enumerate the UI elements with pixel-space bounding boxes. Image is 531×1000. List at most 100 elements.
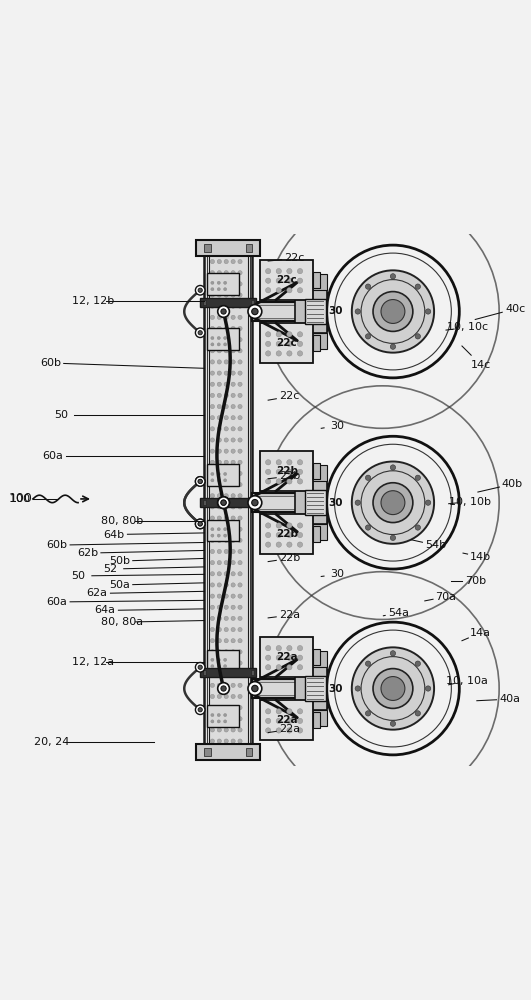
Circle shape [231, 694, 235, 699]
Circle shape [276, 278, 281, 283]
Circle shape [210, 349, 215, 353]
Circle shape [217, 460, 221, 464]
Bar [251, 670, 254, 675]
Circle shape [276, 532, 281, 538]
Circle shape [355, 309, 361, 314]
Circle shape [224, 658, 227, 661]
Circle shape [297, 645, 303, 651]
Bar [305, 676, 326, 701]
Circle shape [217, 594, 221, 598]
Circle shape [231, 650, 235, 654]
Circle shape [238, 338, 242, 342]
Text: 22a: 22a [279, 610, 300, 620]
Circle shape [224, 360, 228, 364]
Circle shape [231, 672, 235, 676]
Circle shape [217, 739, 221, 743]
Circle shape [224, 683, 228, 687]
Circle shape [390, 465, 396, 470]
Text: 100: 100 [8, 492, 32, 505]
Circle shape [217, 661, 221, 665]
Circle shape [238, 349, 242, 353]
Text: 22a: 22a [279, 724, 300, 734]
Circle shape [210, 527, 215, 531]
Circle shape [198, 522, 202, 526]
Circle shape [210, 672, 215, 676]
Circle shape [231, 683, 235, 687]
Circle shape [231, 349, 235, 353]
Circle shape [238, 639, 242, 643]
Circle shape [224, 416, 228, 420]
Bar [253, 496, 304, 509]
Circle shape [252, 685, 258, 692]
Circle shape [276, 268, 281, 274]
Circle shape [238, 717, 242, 721]
Circle shape [210, 282, 215, 286]
Circle shape [276, 728, 281, 733]
Circle shape [211, 534, 214, 537]
Circle shape [211, 288, 214, 291]
Circle shape [266, 728, 271, 733]
Circle shape [238, 728, 242, 732]
Circle shape [210, 561, 215, 565]
Circle shape [352, 647, 434, 730]
Circle shape [224, 639, 228, 643]
Circle shape [210, 639, 215, 643]
Text: 100: 100 [10, 494, 31, 504]
Circle shape [287, 341, 292, 347]
Circle shape [224, 482, 228, 487]
Circle shape [217, 281, 220, 284]
Circle shape [297, 655, 303, 660]
Bar [203, 300, 206, 305]
Circle shape [224, 594, 228, 598]
Bar [209, 244, 248, 756]
Bar [300, 669, 327, 708]
Circle shape [276, 665, 281, 670]
Bar [200, 298, 256, 307]
Circle shape [217, 639, 221, 643]
Circle shape [210, 583, 215, 587]
Circle shape [238, 627, 242, 632]
Circle shape [231, 416, 235, 420]
Circle shape [390, 274, 396, 279]
Circle shape [217, 360, 221, 364]
Circle shape [297, 532, 303, 538]
Circle shape [381, 491, 405, 515]
Circle shape [217, 336, 220, 340]
Bar [260, 700, 313, 740]
Bar [196, 744, 260, 760]
Circle shape [231, 471, 235, 476]
Circle shape [287, 655, 292, 660]
Circle shape [231, 371, 235, 375]
Bar [207, 464, 239, 486]
Circle shape [217, 505, 221, 509]
Bar [313, 649, 320, 665]
Circle shape [238, 494, 242, 498]
Circle shape [210, 683, 215, 687]
Circle shape [238, 583, 242, 587]
Text: 22c: 22c [285, 253, 305, 263]
Bar [200, 498, 256, 507]
Circle shape [210, 750, 215, 754]
Text: 40b: 40b [502, 479, 523, 489]
Circle shape [210, 627, 215, 632]
Circle shape [217, 482, 221, 487]
Circle shape [217, 271, 221, 275]
Circle shape [266, 665, 271, 670]
Circle shape [231, 460, 235, 464]
Circle shape [224, 561, 228, 565]
Circle shape [211, 336, 214, 340]
Circle shape [381, 677, 405, 700]
Circle shape [217, 717, 221, 721]
Text: 64a: 64a [95, 605, 116, 615]
Circle shape [217, 683, 221, 687]
Circle shape [231, 605, 235, 609]
Circle shape [217, 288, 220, 291]
Circle shape [231, 627, 235, 632]
Circle shape [287, 665, 292, 670]
Circle shape [224, 516, 228, 520]
Circle shape [238, 360, 242, 364]
Circle shape [224, 527, 228, 531]
Circle shape [297, 469, 303, 475]
Circle shape [231, 750, 235, 754]
Circle shape [287, 709, 292, 714]
